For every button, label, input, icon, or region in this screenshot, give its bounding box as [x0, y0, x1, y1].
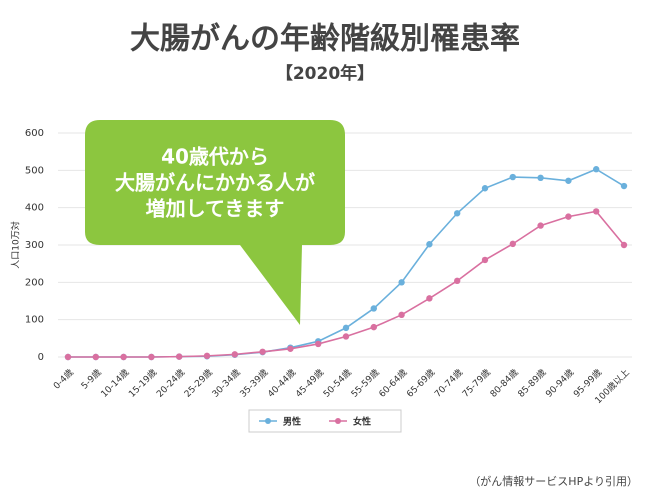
data-point [620, 241, 628, 249]
x-tick-label: 20-24歳 [154, 366, 187, 399]
data-point [537, 174, 544, 181]
data-point [342, 333, 350, 340]
data-point [565, 177, 572, 184]
chart-title: 大腸がんの年齢階級別罹患率 [130, 22, 520, 57]
data-point [454, 277, 461, 285]
x-tick-label: 50-54歳 [321, 366, 354, 399]
x-tick-label: 10-14歳 [98, 366, 131, 399]
data-point [565, 213, 572, 220]
x-tick-label: 15-19歳 [126, 366, 159, 399]
data-point [481, 185, 489, 192]
data-point [454, 210, 461, 217]
data-point [398, 279, 405, 286]
y-axis-label: 人口10万対 [10, 221, 22, 268]
data-point [481, 256, 489, 264]
data-point [259, 348, 266, 355]
callout-text: 大腸がんにかかる人が [115, 171, 315, 195]
data-point [370, 305, 377, 312]
legend-label: 女性 [353, 416, 371, 428]
data-point [370, 323, 377, 331]
data-point [620, 182, 628, 190]
data-point [593, 166, 600, 173]
x-tick-label: 80-84歳 [487, 366, 520, 399]
data-point [342, 324, 350, 332]
callout-text: 40歳代から [161, 145, 269, 169]
data-point [203, 352, 211, 360]
x-tick-label: 70-74歳 [432, 366, 465, 399]
x-tick-label: 5-9歳 [78, 366, 103, 391]
x-tick-label: 55-59歳 [348, 366, 381, 399]
data-point [509, 240, 516, 248]
x-tick-label: 85-89歳 [515, 366, 548, 399]
legend-marker [265, 418, 271, 424]
data-point [426, 295, 433, 302]
data-point [231, 351, 238, 358]
source-note: （がん情報サービスHPより引用） [469, 474, 638, 488]
x-tick-label: 90-94歳 [543, 366, 576, 399]
legend-box [248, 409, 402, 433]
x-tick-label: 65-69歳 [404, 366, 437, 399]
x-tick-label: 0-4歳 [51, 366, 76, 391]
data-point [593, 208, 600, 215]
y-tick-label: 300 [25, 240, 44, 251]
x-tick-label: 40-44歳 [265, 366, 298, 399]
y-tick-label: 0 [38, 352, 44, 363]
data-point [176, 353, 183, 360]
x-tick-label: 30-34歳 [209, 366, 242, 399]
data-point [315, 340, 322, 348]
legend-marker [335, 418, 341, 424]
x-tick-label: 45-49歳 [293, 366, 326, 399]
data-point [64, 353, 72, 361]
y-tick-label: 200 [25, 277, 44, 288]
data-point [509, 173, 516, 181]
callout-text: 増加してきます [146, 197, 285, 221]
x-tick-label: 60-64歳 [376, 366, 409, 399]
data-point [398, 311, 405, 319]
data-point [148, 353, 155, 361]
x-tick-label: 75-79歳 [460, 366, 493, 399]
y-tick-label: 100 [25, 315, 44, 326]
y-tick-label: 600 [25, 128, 44, 139]
data-point [537, 222, 544, 229]
x-tick-label: 35-39歳 [237, 366, 270, 399]
chart-subtitle: 【2020年】 [276, 63, 374, 84]
data-point [92, 353, 100, 361]
callout-bubble [85, 120, 345, 325]
data-point [120, 353, 127, 361]
y-tick-label: 500 [25, 165, 44, 176]
data-point [287, 345, 294, 352]
legend-label: 男性 [283, 416, 301, 428]
y-tick-label: 400 [25, 203, 44, 214]
data-point [426, 241, 433, 248]
x-tick-label: 25-29歳 [182, 366, 215, 399]
